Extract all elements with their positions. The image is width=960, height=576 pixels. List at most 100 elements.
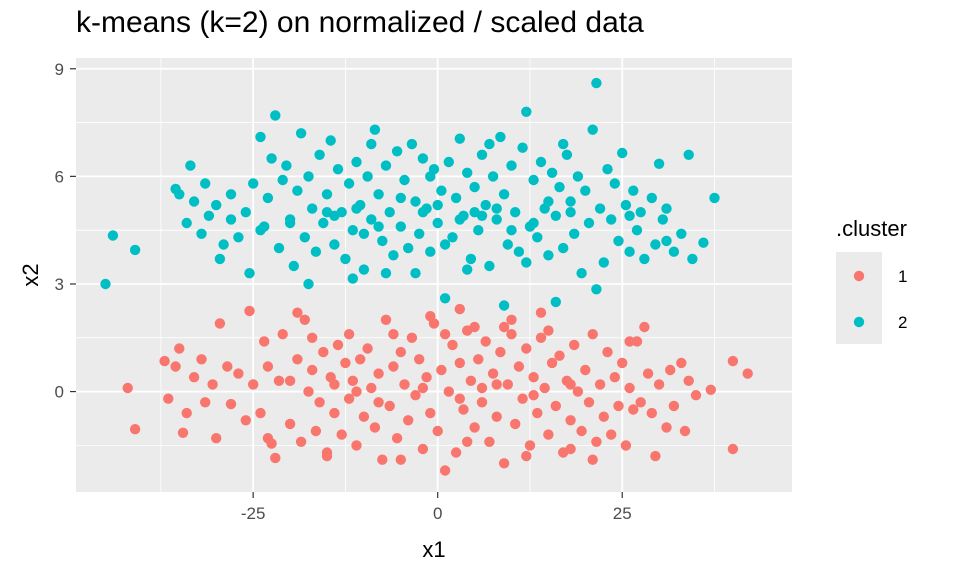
data-point-cluster-2 xyxy=(248,178,259,189)
data-point-cluster-1 xyxy=(487,368,499,379)
data-point-cluster-2 xyxy=(380,268,392,279)
data-point-cluster-2 xyxy=(491,203,502,214)
data-point-cluster-2 xyxy=(521,106,532,118)
data-point-cluster-1 xyxy=(458,404,469,415)
data-point-cluster-1 xyxy=(587,329,598,340)
data-point-cluster-2 xyxy=(347,273,358,284)
data-point-cluster-1 xyxy=(377,454,388,465)
data-point-cluster-1 xyxy=(292,354,303,365)
data-point-cluster-2 xyxy=(414,228,425,239)
data-point-cluster-1 xyxy=(476,397,488,408)
data-point-cluster-1 xyxy=(177,427,189,438)
data-point-cluster-2 xyxy=(288,260,299,272)
data-point-cluster-1 xyxy=(262,433,274,444)
data-point-cluster-1 xyxy=(465,375,477,386)
data-point-cluster-1 xyxy=(403,415,414,426)
legend-key-1 xyxy=(853,270,865,282)
data-point-cluster-2 xyxy=(554,181,565,193)
data-point-cluster-1 xyxy=(506,329,517,340)
data-point-cluster-2 xyxy=(373,189,384,200)
data-point-cluster-2 xyxy=(558,242,569,254)
legend-key-2 xyxy=(853,316,865,328)
data-point-cluster-1 xyxy=(462,436,473,447)
data-point-cluster-2 xyxy=(550,210,561,221)
data-point-cluster-1 xyxy=(613,400,624,412)
x-tick-label: 25 xyxy=(613,504,632,523)
data-point-cluster-2 xyxy=(340,253,351,265)
data-point-cluster-1 xyxy=(679,425,691,437)
data-point-cluster-2 xyxy=(569,228,580,239)
data-point-cluster-1 xyxy=(369,422,381,433)
data-point-cluster-1 xyxy=(343,393,355,404)
data-point-cluster-1 xyxy=(635,397,646,408)
data-point-cluster-1 xyxy=(473,354,484,365)
data-point-cluster-1 xyxy=(450,447,462,458)
data-point-cluster-1 xyxy=(742,368,753,379)
data-point-cluster-2 xyxy=(439,239,451,250)
data-point-cluster-1 xyxy=(395,346,406,358)
data-point-cluster-2 xyxy=(506,225,517,236)
data-point-cluster-2 xyxy=(244,268,255,279)
data-point-cluster-1 xyxy=(395,454,406,465)
data-point-cluster-2 xyxy=(369,124,381,135)
data-point-cluster-1 xyxy=(705,384,716,395)
data-point-cluster-2 xyxy=(620,199,632,211)
data-point-cluster-2 xyxy=(391,146,403,157)
data-point-cluster-1 xyxy=(336,429,347,440)
data-point-cluster-1 xyxy=(642,368,654,379)
data-point-cluster-1 xyxy=(410,390,421,401)
data-point-cluster-2 xyxy=(425,246,436,257)
y-tick-label: 6 xyxy=(55,167,64,186)
data-point-cluster-1 xyxy=(513,361,525,372)
data-point-cluster-2 xyxy=(307,203,318,214)
legend-title: .cluster xyxy=(836,216,907,241)
data-point-cluster-1 xyxy=(310,425,322,437)
data-point-cluster-1 xyxy=(524,440,536,451)
data-point-cluster-1 xyxy=(366,382,377,394)
data-point-cluster-2 xyxy=(310,246,322,257)
data-point-cluster-2 xyxy=(709,192,720,204)
data-point-cluster-2 xyxy=(646,192,657,204)
data-point-cluster-2 xyxy=(676,228,687,239)
data-point-cluster-1 xyxy=(454,393,465,404)
data-point-cluster-1 xyxy=(340,357,351,369)
data-point-cluster-2 xyxy=(480,199,491,211)
data-point-cluster-2 xyxy=(384,207,395,218)
data-point-cluster-2 xyxy=(576,268,587,279)
data-point-cluster-1 xyxy=(262,361,274,372)
data-point-cluster-2 xyxy=(174,189,185,200)
data-point-cluster-1 xyxy=(469,321,480,333)
data-point-cluster-1 xyxy=(650,450,661,462)
data-point-cluster-2 xyxy=(454,214,465,225)
data-point-cluster-1 xyxy=(273,375,285,386)
data-point-cluster-2 xyxy=(321,207,333,218)
data-points xyxy=(100,77,753,476)
data-point-cluster-2 xyxy=(377,235,388,247)
y-axis-title: x2 xyxy=(18,263,43,286)
data-point-cluster-1 xyxy=(727,443,739,455)
data-point-cluster-2 xyxy=(650,239,661,250)
data-point-cluster-2 xyxy=(624,210,635,221)
data-point-cluster-1 xyxy=(598,411,609,422)
data-point-cluster-1 xyxy=(727,355,739,367)
data-point-cluster-1 xyxy=(521,343,532,354)
data-point-cluster-1 xyxy=(528,372,539,383)
data-point-cluster-1 xyxy=(528,390,539,401)
data-point-cluster-2 xyxy=(609,178,620,189)
data-point-cluster-2 xyxy=(395,221,406,232)
data-point-cluster-2 xyxy=(351,203,362,214)
data-point-cluster-1 xyxy=(495,346,506,358)
data-point-cluster-2 xyxy=(314,149,325,160)
data-point-cluster-1 xyxy=(565,415,576,426)
data-point-cluster-1 xyxy=(665,364,676,376)
data-point-cluster-1 xyxy=(421,372,432,383)
data-point-cluster-1 xyxy=(510,418,521,430)
data-point-cluster-1 xyxy=(591,436,602,447)
data-point-cluster-1 xyxy=(480,336,491,347)
data-point-cluster-2 xyxy=(580,185,591,196)
data-point-cluster-2 xyxy=(628,185,639,196)
data-point-cluster-1 xyxy=(380,314,392,325)
data-point-cluster-2 xyxy=(373,221,384,232)
data-point-cluster-2 xyxy=(550,296,561,308)
